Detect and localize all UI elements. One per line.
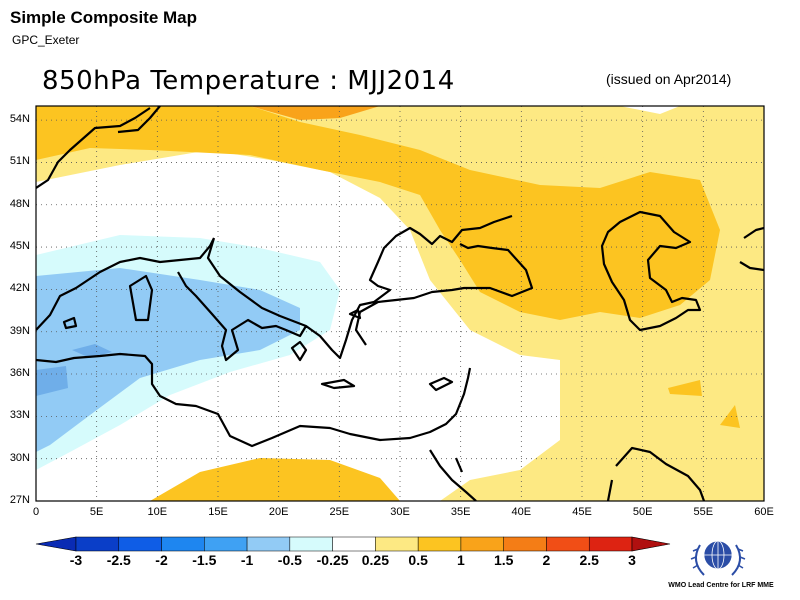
lat-tick-label: 45N — [9, 240, 30, 253]
colorbar-bin — [460, 536, 504, 552]
colorbar-label: -1 — [240, 552, 254, 568]
app-subtitle: GPC_Exeter — [12, 33, 80, 47]
lon-tick-label: 0 — [32, 506, 40, 518]
coastlines — [36, 106, 764, 501]
colorbar-label: -0.25 — [316, 552, 349, 568]
lat-tick-label: 33N — [9, 409, 30, 422]
colorbar-bin — [161, 536, 205, 552]
colorbar-bin — [588, 536, 633, 552]
warm-zone-arabia — [720, 405, 740, 428]
lat-tick-label: 42N — [9, 282, 30, 295]
map-frame — [35, 105, 765, 502]
colorbar-bin — [75, 536, 120, 552]
cold-core-west — [36, 366, 68, 396]
colorbar-under-arrow — [35, 536, 77, 552]
lon-tick-label: 25E — [329, 506, 350, 518]
wmo-logo-icon — [690, 540, 746, 576]
colorbar-bin — [417, 536, 462, 552]
colorbar-bin — [546, 536, 590, 552]
lat-tick-label: 54N — [9, 113, 30, 126]
lon-tick-label: 40E — [511, 506, 532, 518]
warm-zone-africa — [150, 458, 400, 501]
grid-lines — [36, 106, 764, 501]
colorbar-bin — [246, 536, 291, 552]
hot-zone-north — [250, 106, 380, 120]
cold-zone — [36, 268, 300, 452]
colorbar-bin — [375, 536, 419, 552]
lat-tick-label: 36N — [9, 367, 30, 380]
colorbar-bin — [118, 536, 162, 552]
coast-africa — [36, 352, 472, 448]
colorbar-label: 2.5 — [579, 552, 599, 568]
colorbar-label: 3 — [628, 552, 636, 568]
warm-zone-gulf — [668, 380, 702, 396]
lon-tick-label: 45E — [572, 506, 592, 518]
colorbar-label: -2.5 — [106, 552, 131, 568]
lat-tick-label: 48N — [9, 197, 30, 210]
colorbar-bin — [503, 536, 547, 552]
coast-islands — [62, 274, 454, 392]
coast-redsea — [429, 449, 477, 501]
colorbar-label: -1.5 — [192, 552, 217, 568]
lon-tick-label: 35E — [450, 506, 471, 518]
app-title: Simple Composite Map — [10, 8, 198, 27]
map-title: 850hPa Temperature : MJJ2014 — [42, 66, 455, 96]
colorbar-label: 2 — [542, 552, 551, 568]
lon-tick-label: 50E — [632, 506, 653, 518]
lat-tick-label: 30N — [9, 451, 30, 464]
colorbar-label: -0.5 — [277, 552, 302, 568]
colorbar-label: 1 — [457, 552, 465, 568]
colorbar-bin — [332, 536, 376, 552]
colorbar-label: 0.25 — [361, 552, 389, 568]
lon-tick-label: 5E — [89, 506, 104, 518]
coast-europe — [36, 106, 534, 362]
cold-core-small — [72, 344, 112, 358]
colorbar-bin — [204, 536, 248, 552]
coast-gulf — [606, 446, 706, 501]
colorbar-label: 1.5 — [493, 552, 514, 568]
lon-tick-label: 60E — [754, 506, 774, 518]
lon-tick-label: 10E — [147, 506, 168, 518]
lon-tick-label: 55E — [693, 506, 714, 518]
neutral-patch-top — [620, 106, 680, 114]
mild-zone-north — [542, 106, 764, 180]
colorbar-label: -2 — [155, 552, 168, 568]
colorbar-bin — [289, 536, 333, 552]
lon-tick-label: 30E — [390, 506, 410, 518]
lon-tick-label: 20E — [268, 506, 289, 518]
coast-east — [739, 226, 764, 272]
colorbar — [35, 536, 671, 552]
logo-caption: WMO Lead Centre for LRF MME — [668, 582, 774, 589]
lon-tick-label: 15E — [208, 506, 228, 518]
issued-date: (issued on Apr2014) — [606, 71, 732, 87]
coast-caspian — [600, 210, 702, 332]
colorbar-bins — [75, 536, 633, 552]
colorbar-over-arrow — [631, 536, 671, 552]
lat-tick-label: 27N — [9, 494, 30, 506]
lat-tick-label: 51N — [9, 155, 30, 168]
warm-zone-north-east — [36, 106, 720, 320]
colorbar-label: -3 — [69, 552, 83, 568]
lat-tick-label: 39N — [9, 324, 30, 337]
colorbar-label: 0.5 — [408, 552, 428, 568]
